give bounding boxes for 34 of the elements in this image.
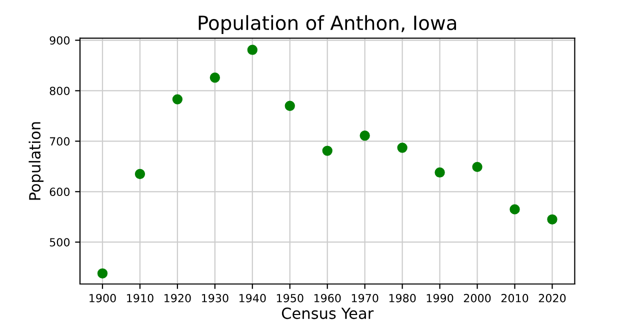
- x-tick-label: 1970: [352, 294, 378, 302]
- point: [547, 214, 558, 224]
- point: [284, 100, 295, 111]
- point: [472, 162, 482, 172]
- x-tick-label: 1920: [164, 294, 191, 302]
- y-axis-title: Population: [28, 122, 44, 200]
- x-tick-label: 1940: [239, 294, 266, 302]
- y-tick-label: 600: [50, 188, 70, 196]
- x-tick-label: 1990: [426, 294, 454, 302]
- point: [247, 44, 258, 55]
- y-tick-label: 500: [50, 238, 70, 246]
- point: [172, 94, 183, 104]
- point: [360, 130, 370, 141]
- x-tick-label: 2010: [501, 294, 528, 302]
- y-tick-label: 800: [50, 86, 70, 96]
- x-tick-label: 1910: [127, 294, 154, 302]
- point: [510, 204, 520, 214]
- point: [434, 167, 445, 178]
- x-axis-title: Census Year: [282, 308, 374, 320]
- point: [97, 268, 108, 278]
- x-tick-label: 2020: [538, 294, 566, 302]
- y-tick-label: 900: [50, 36, 70, 45]
- point: [210, 72, 220, 83]
- x-tick-label: 1960: [314, 294, 341, 302]
- y-tick-label: 700: [50, 137, 70, 146]
- point: [322, 146, 332, 156]
- point: [397, 142, 408, 153]
- x-tick-label: 1950: [276, 294, 304, 302]
- chart-title: Population of Anthon, Iowa: [198, 15, 456, 34]
- x-tick-label: 1900: [90, 294, 116, 302]
- x-tick-label: 1930: [202, 294, 228, 302]
- point: [134, 168, 146, 180]
- x-tick-label: 2000: [464, 294, 491, 302]
- x-tick-label: 1980: [389, 294, 416, 302]
